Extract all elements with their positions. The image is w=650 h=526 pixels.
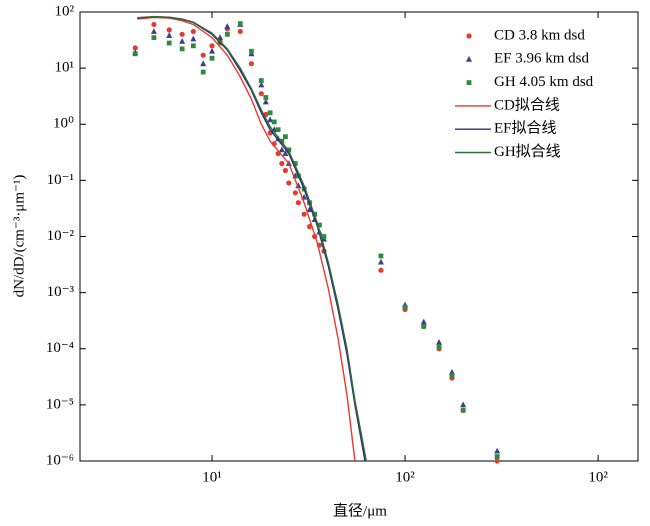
point	[292, 161, 298, 166]
point	[282, 167, 289, 174]
point	[282, 150, 289, 156]
point	[209, 43, 215, 49]
point	[151, 35, 157, 40]
legend-label: EF 3.96 km dsd	[494, 51, 590, 67]
legend-swatch	[466, 80, 472, 85]
point	[224, 31, 230, 37]
point	[151, 21, 157, 28]
fit-line	[137, 16, 356, 462]
x-tick-label: 10¹	[202, 469, 222, 485]
point	[378, 253, 384, 259]
point	[237, 28, 243, 35]
x-tick-label: 10²	[395, 469, 415, 485]
point	[209, 47, 216, 54]
point	[190, 35, 197, 42]
point	[166, 27, 172, 33]
point	[179, 37, 186, 44]
point	[286, 180, 292, 186]
point	[132, 45, 138, 51]
point	[271, 119, 277, 125]
legend-label: CD 3.8 km dsd	[494, 27, 585, 43]
point	[449, 373, 455, 379]
point	[275, 127, 281, 133]
point	[317, 222, 322, 228]
point	[402, 304, 408, 310]
fit-line	[137, 15, 368, 462]
legend-swatch	[466, 55, 472, 62]
x-axis-title: 直径/μm	[333, 502, 387, 519]
point	[200, 60, 207, 67]
y-axis-title: dN/dD/(cm⁻³·μm⁻¹)	[11, 175, 27, 298]
point	[301, 211, 307, 217]
point	[237, 21, 243, 27]
point	[378, 267, 384, 273]
point	[190, 43, 196, 49]
point	[224, 23, 231, 29]
y-tick-label: 10¹	[55, 60, 75, 76]
y-tick-label: 10⁰	[53, 116, 74, 132]
point	[278, 146, 285, 153]
y-tick-label: 10⁻³	[47, 284, 75, 300]
point	[258, 81, 265, 88]
point	[179, 31, 185, 37]
point	[420, 318, 427, 325]
legend-label: CD拟合线	[494, 96, 560, 113]
y-tick-label: 10⁻⁵	[46, 396, 74, 412]
point	[421, 324, 427, 329]
point	[258, 78, 264, 83]
point	[494, 447, 501, 454]
point	[460, 401, 467, 408]
y-tick-label: 10⁻⁶	[46, 452, 74, 468]
point	[217, 34, 224, 40]
point	[263, 95, 269, 100]
y-tick-label: 10²	[55, 3, 75, 19]
legend-swatch	[466, 33, 472, 39]
point	[190, 28, 196, 35]
point	[283, 134, 288, 140]
point	[249, 48, 254, 54]
point	[262, 98, 269, 105]
point	[448, 368, 455, 375]
point	[279, 160, 285, 167]
point	[267, 110, 273, 116]
point	[166, 32, 173, 38]
legend-label: GH拟合线	[494, 143, 561, 160]
point	[150, 28, 157, 34]
point	[132, 51, 138, 57]
point	[494, 458, 500, 464]
point	[258, 91, 264, 97]
legend-label: EF拟合线	[494, 120, 557, 137]
point	[295, 200, 301, 206]
legend-label: GH 4.05 km dsd	[494, 74, 594, 90]
point	[286, 147, 292, 153]
point	[494, 454, 500, 459]
point	[295, 182, 302, 189]
point	[166, 40, 172, 46]
point	[292, 190, 298, 196]
y-tick-label: 10⁻²	[47, 228, 75, 244]
point	[248, 61, 255, 67]
point	[321, 234, 327, 239]
point	[200, 69, 206, 75]
point	[377, 258, 384, 265]
point	[436, 344, 442, 349]
point	[306, 206, 313, 213]
point	[200, 52, 206, 58]
point	[460, 407, 466, 413]
fit-line	[137, 16, 366, 462]
x-tick-label: 10²	[588, 469, 608, 485]
point	[179, 46, 185, 52]
point	[209, 55, 215, 61]
y-tick-label: 10⁻¹	[47, 172, 74, 188]
y-tick-label: 10⁻⁴	[46, 340, 74, 356]
point	[267, 116, 274, 123]
point	[436, 338, 443, 345]
